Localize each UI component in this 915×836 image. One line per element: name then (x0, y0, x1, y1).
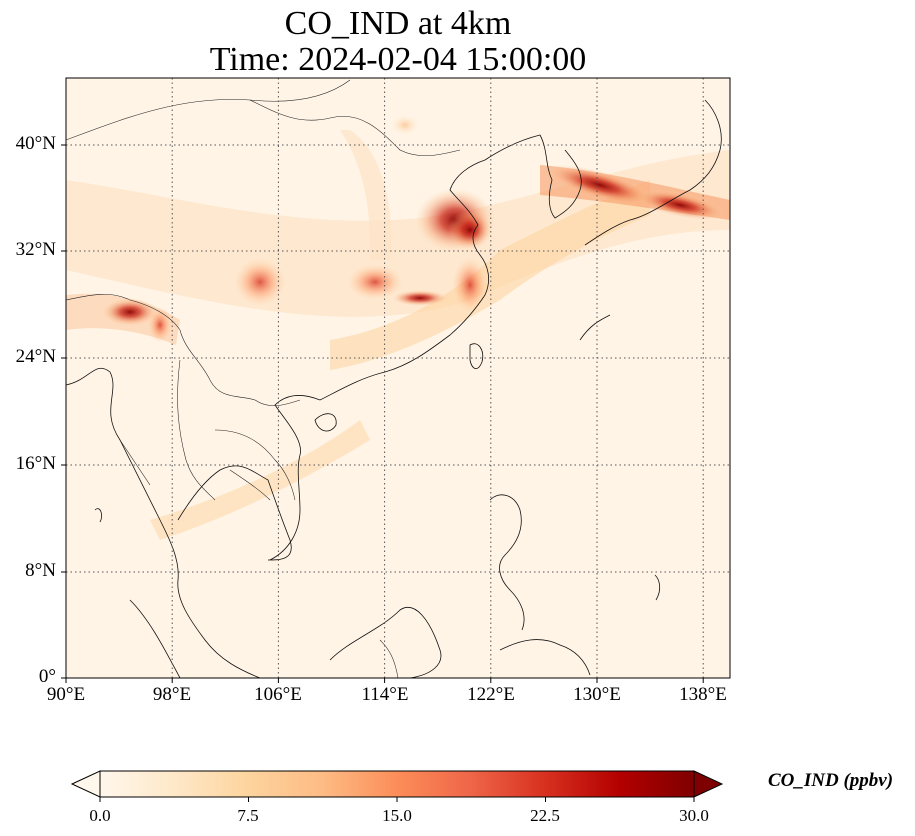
map-background (66, 78, 730, 678)
colorbar-tick-label: 0.0 (89, 806, 111, 825)
y-tick-label: 16°N (15, 453, 56, 474)
x-tick-label: 138°E (679, 684, 727, 705)
axis-ticks (61, 144, 704, 683)
colorbar-extend-max (693, 770, 724, 798)
x-tick-label: 114°E (361, 684, 409, 705)
plot-subtitle-time: Time: 2024-02-04 15:00:00 (209, 41, 587, 78)
y-tick-label: 24°N (15, 346, 56, 367)
y-tick-label: 0° (38, 666, 56, 687)
colorbar-extend-min (70, 770, 101, 798)
x-tick-label: 98°E (152, 684, 192, 705)
y-tick-label: 40°N (15, 133, 56, 154)
colorbar-tick-label: 7.5 (237, 806, 259, 825)
colorbar-tick-label: 15.0 (382, 806, 412, 825)
colorbar-label: CO_IND (ppbv) (768, 770, 894, 791)
plot-title: CO_IND at 4km (284, 5, 512, 42)
x-tick-label: 122°E (467, 684, 515, 705)
map-frame (65, 77, 731, 679)
co-hotspots (102, 115, 725, 343)
colorbar-tick-label: 30.0 (679, 806, 709, 825)
country-borders (66, 79, 461, 678)
y-tick-label: 8°N (25, 560, 56, 581)
colorbar-gradient (99, 770, 695, 798)
x-tick-label: 90°E (46, 684, 86, 705)
gridlines (66, 78, 730, 678)
y-tick-label: 32°N (15, 239, 56, 260)
x-tick-label: 106°E (254, 684, 302, 705)
x-tick-label: 130°E (573, 684, 621, 705)
colorbar-tick-label: 22.5 (530, 806, 560, 825)
colorbar (70, 770, 724, 802)
coastlines (66, 99, 722, 678)
